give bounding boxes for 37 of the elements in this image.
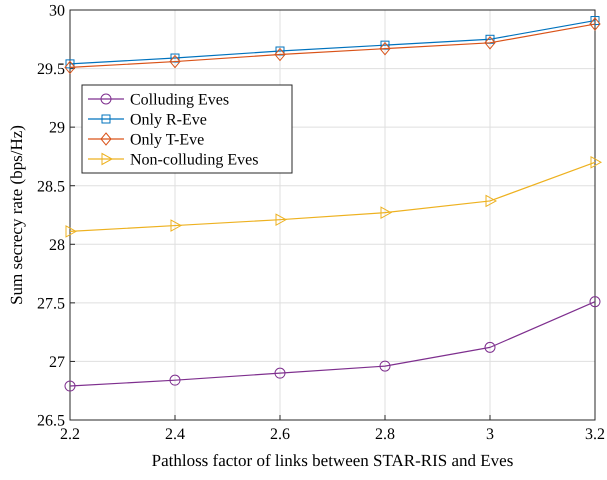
point [486,194,496,207]
point [590,156,602,168]
point [274,368,286,379]
point [484,36,496,50]
point [590,18,600,31]
point [170,55,180,68]
y-tick-label: 28 [49,236,65,254]
point [274,48,286,62]
point [170,220,182,232]
legend-label: Non-colluding Eves [130,152,258,169]
y-tick-label: 27 [49,354,65,372]
point [380,42,390,56]
y-tick-label: 30 [49,2,65,20]
point [380,360,390,372]
legend-label: Only R-Eve [130,112,207,129]
x-tick-label: 3.2 [585,426,605,443]
y-axis-title: Sum secrecy rate (bps/Hz) [7,125,26,305]
x-axis-title: Pathloss factor of links between STAR-RIS and Eves [152,451,514,470]
y-tick-label: 29 [49,120,65,137]
point [170,374,180,386]
point [66,225,76,238]
y-tick-label: 27.5 [37,295,65,312]
point [380,206,392,219]
point [64,60,76,74]
legend-label: Colluding Eves [130,92,230,109]
point [590,296,600,308]
y-tick-label: 29.5 [37,61,65,78]
x-tick-label: 2.2 [60,426,80,443]
x-tick-label: 2.6 [270,426,290,443]
legend-label: Only T-Eve [130,132,204,149]
point [484,342,496,353]
y-tick-label: 28.5 [37,178,65,196]
x-tick-label: 2.4 [165,426,185,443]
x-tick-label: 2.8 [375,426,395,443]
point [64,380,76,392]
point [276,214,286,226]
x-tick-label: 3 [486,426,494,443]
